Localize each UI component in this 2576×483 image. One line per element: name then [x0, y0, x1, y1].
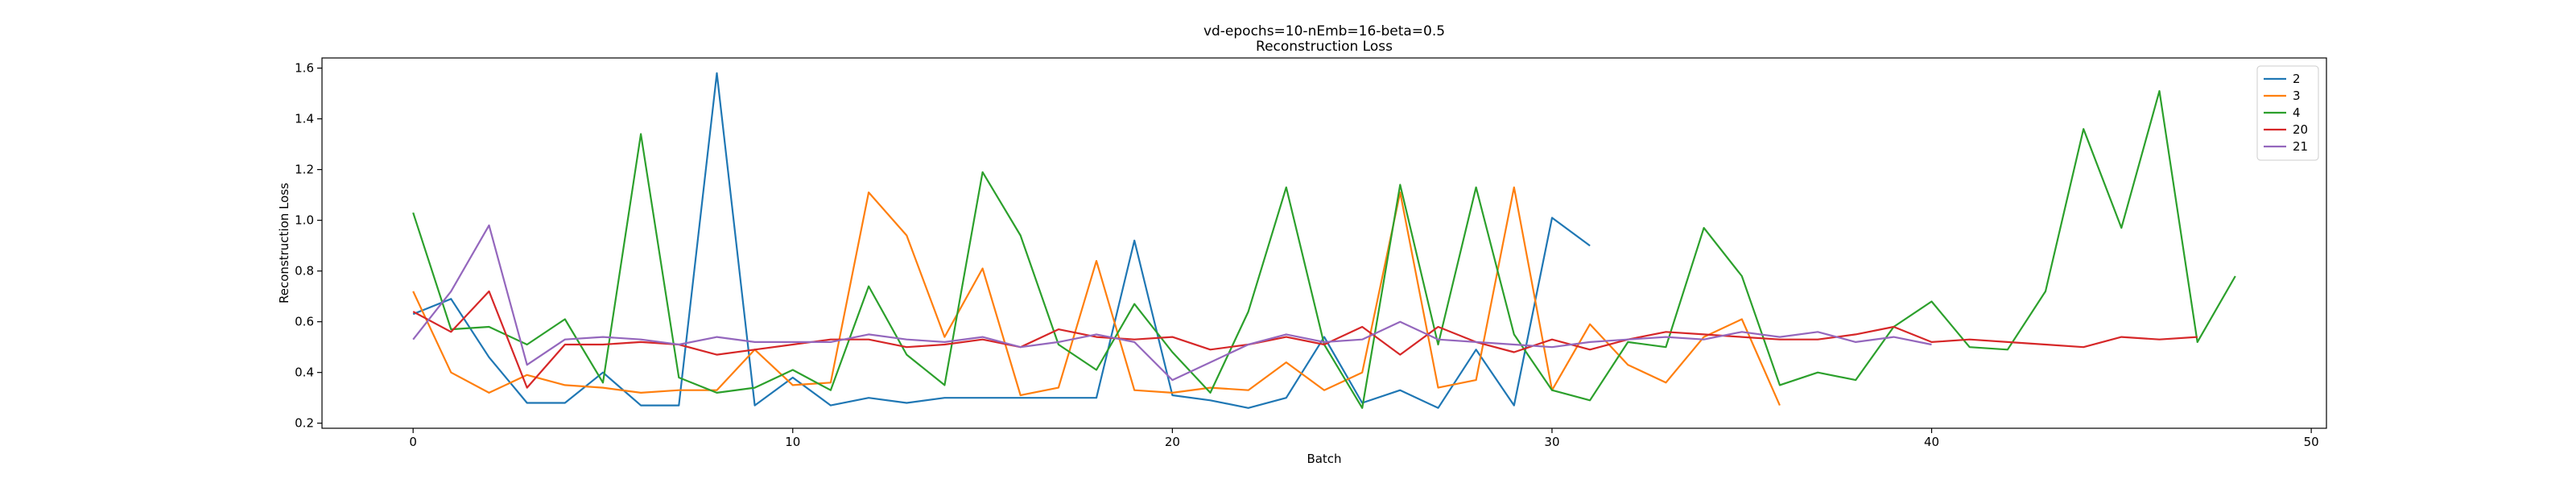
series-line-21: [412, 224, 1932, 382]
legend-box: [2256, 65, 2319, 161]
series-line-20: [412, 290, 2198, 389]
y-axis-label: Reconstruction Loss: [277, 183, 291, 303]
legend-label-21: 21: [2293, 139, 2308, 154]
x-tick-label: 50: [2304, 435, 2319, 449]
y-tick-label: 0.8: [295, 264, 314, 279]
legend-label-2: 2: [2293, 72, 2301, 86]
legend: 2 3 4 20 21: [2256, 65, 2319, 161]
x-tick-label: 10: [785, 435, 800, 449]
series-line-2: [412, 72, 1591, 409]
x-tick-label: 0: [409, 435, 417, 449]
y-tick-label: 0.4: [295, 365, 314, 380]
x-tick-label: 40: [1924, 435, 1939, 449]
y-tick-label: 0.2: [295, 416, 314, 431]
y-tick-label: 1.2: [295, 163, 314, 177]
x-tick-label: 30: [1544, 435, 1559, 449]
chart-title: vd-epochs=10-nEmb=16-beta=0.5: [1203, 23, 1445, 39]
y-tick-label: 1.4: [295, 112, 314, 126]
series-lines: [412, 72, 2236, 409]
chart-subtitle: Reconstruction Loss: [1256, 39, 1393, 55]
x-tick-label: 20: [1165, 435, 1180, 449]
legend-label-3: 3: [2293, 89, 2301, 103]
y-tick-label: 1.0: [295, 213, 314, 228]
y-tick-label: 1.6: [295, 61, 314, 76]
y-tick-label: 0.6: [295, 315, 314, 329]
x-axis-label: Batch: [1307, 452, 1341, 466]
legend-label-4: 4: [2293, 105, 2301, 120]
legend-label-20: 20: [2293, 122, 2308, 137]
plot-area-frame: [321, 57, 2327, 429]
y-axis-ticks: 0.2 0.4 0.6 0.8 1.0 1.2 1.4 1.6: [295, 61, 322, 431]
x-axis-ticks: 0 10 20 30 40 50: [409, 428, 2319, 449]
